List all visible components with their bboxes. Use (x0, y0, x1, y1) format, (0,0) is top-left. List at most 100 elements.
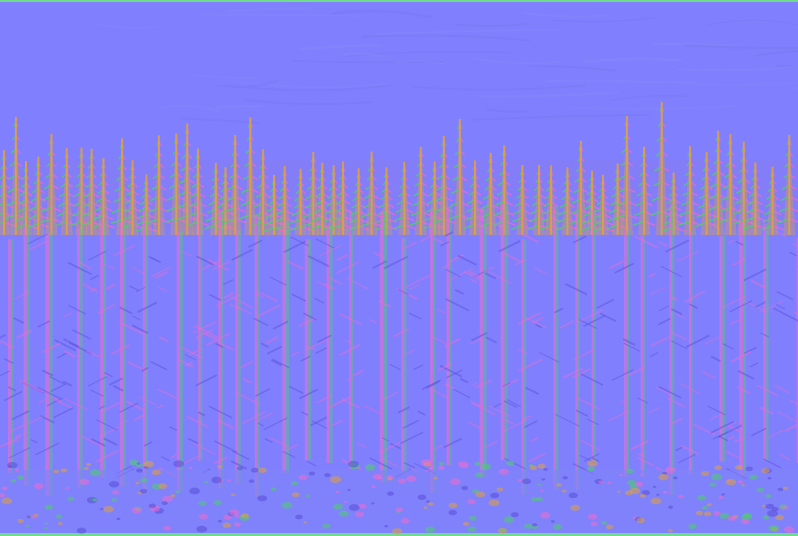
trunk-shadow (556, 206, 559, 490)
needle-right (580, 198, 590, 204)
needle-left (123, 207, 133, 213)
branch-stroke (773, 307, 783, 313)
ground-speck (395, 507, 403, 513)
needle-left (543, 201, 552, 208)
branch-stroke (290, 236, 309, 247)
branch-stroke (102, 372, 110, 378)
ground-speck (386, 491, 394, 496)
branch-stroke (449, 268, 474, 281)
branch-stroke (41, 369, 54, 377)
ground-speck (240, 513, 249, 519)
trunk-highlight (142, 211, 146, 495)
trunk-highlight (640, 235, 644, 476)
branch-stroke (381, 437, 389, 442)
branch-stroke (463, 270, 481, 281)
needle-right (626, 187, 636, 193)
sky-contour (472, 113, 650, 121)
needle-left (293, 203, 301, 209)
trunk-shadow (766, 223, 769, 461)
ground-speck (570, 504, 581, 511)
needle-right (132, 198, 141, 205)
needle-right (371, 194, 380, 200)
branch-stroke (383, 255, 409, 270)
ground-speck (475, 472, 484, 478)
branch-stroke (95, 419, 118, 431)
needle-right (689, 210, 701, 217)
ground-speck (756, 487, 765, 493)
needle-right (661, 181, 671, 187)
branch-stroke (700, 370, 717, 379)
trunk-highlight (521, 239, 525, 495)
branch-stroke (123, 323, 144, 335)
trunk-shadow (49, 233, 53, 497)
needle-right (673, 212, 683, 218)
needle-right (158, 185, 167, 191)
needle-left (147, 218, 160, 224)
needle-right (321, 200, 330, 206)
branch-stroke (356, 442, 366, 448)
ground-speck (424, 526, 436, 533)
needle-right (772, 202, 781, 208)
branch-stroke (710, 355, 721, 363)
needle-left (706, 217, 719, 223)
needle-right (404, 215, 415, 222)
branch-stroke (727, 239, 735, 244)
ground-speck (358, 503, 367, 509)
needle-left (432, 218, 445, 224)
needle-left (334, 207, 344, 214)
branch-stroke (774, 384, 791, 394)
needle-left (709, 193, 719, 200)
branch-stroke (217, 419, 234, 429)
branch-stroke (230, 296, 254, 309)
branch-stroke (266, 345, 282, 355)
needle-right (538, 216, 550, 223)
needle-left (8, 174, 17, 180)
branch-stroke (502, 419, 527, 433)
branch-stroke (241, 411, 266, 425)
branch-stroke (578, 319, 598, 330)
branch-stroke (363, 404, 381, 415)
branch-stroke (369, 318, 378, 324)
needle-left (436, 185, 445, 191)
branch-stroke (217, 341, 235, 351)
branch-stroke (63, 312, 72, 318)
needle-right (617, 208, 627, 214)
branch-stroke (319, 244, 343, 257)
sky-contour (215, 104, 263, 109)
ground-speck (438, 465, 445, 470)
ground-speck (587, 513, 598, 520)
branch-stroke (471, 331, 488, 342)
branch-stroke (426, 380, 440, 389)
needle-left (290, 218, 301, 224)
sky-contour (343, 52, 386, 59)
branch-stroke (288, 385, 304, 394)
ground-speck (332, 503, 343, 510)
branch-stroke (590, 309, 603, 317)
branch-stroke (712, 421, 738, 435)
branch-stroke (484, 272, 497, 280)
trunk-highlight (688, 230, 691, 475)
sky-contour (486, 108, 529, 113)
sky-contour (454, 22, 529, 27)
trunk-highlight (669, 204, 673, 495)
ground-speck (678, 494, 684, 499)
needle-right (602, 206, 611, 213)
trunk-shadow (672, 204, 675, 495)
branch-stroke (743, 346, 757, 355)
trunk-shadow (593, 209, 596, 463)
ground-speck (398, 478, 407, 484)
branch-stroke (760, 332, 770, 338)
branch-stroke (675, 313, 686, 319)
branch-stroke (208, 405, 233, 419)
branch-stroke (236, 392, 260, 405)
branch-stroke (4, 358, 14, 365)
sky-contour (653, 42, 740, 47)
branch-stroke (196, 255, 214, 266)
sky-contour (523, 11, 610, 18)
tree-trunks (8, 200, 798, 497)
trunk-shadow (626, 230, 629, 477)
ground-speck (510, 512, 519, 518)
needle-left (262, 226, 275, 233)
trunk-highlight (479, 208, 484, 478)
